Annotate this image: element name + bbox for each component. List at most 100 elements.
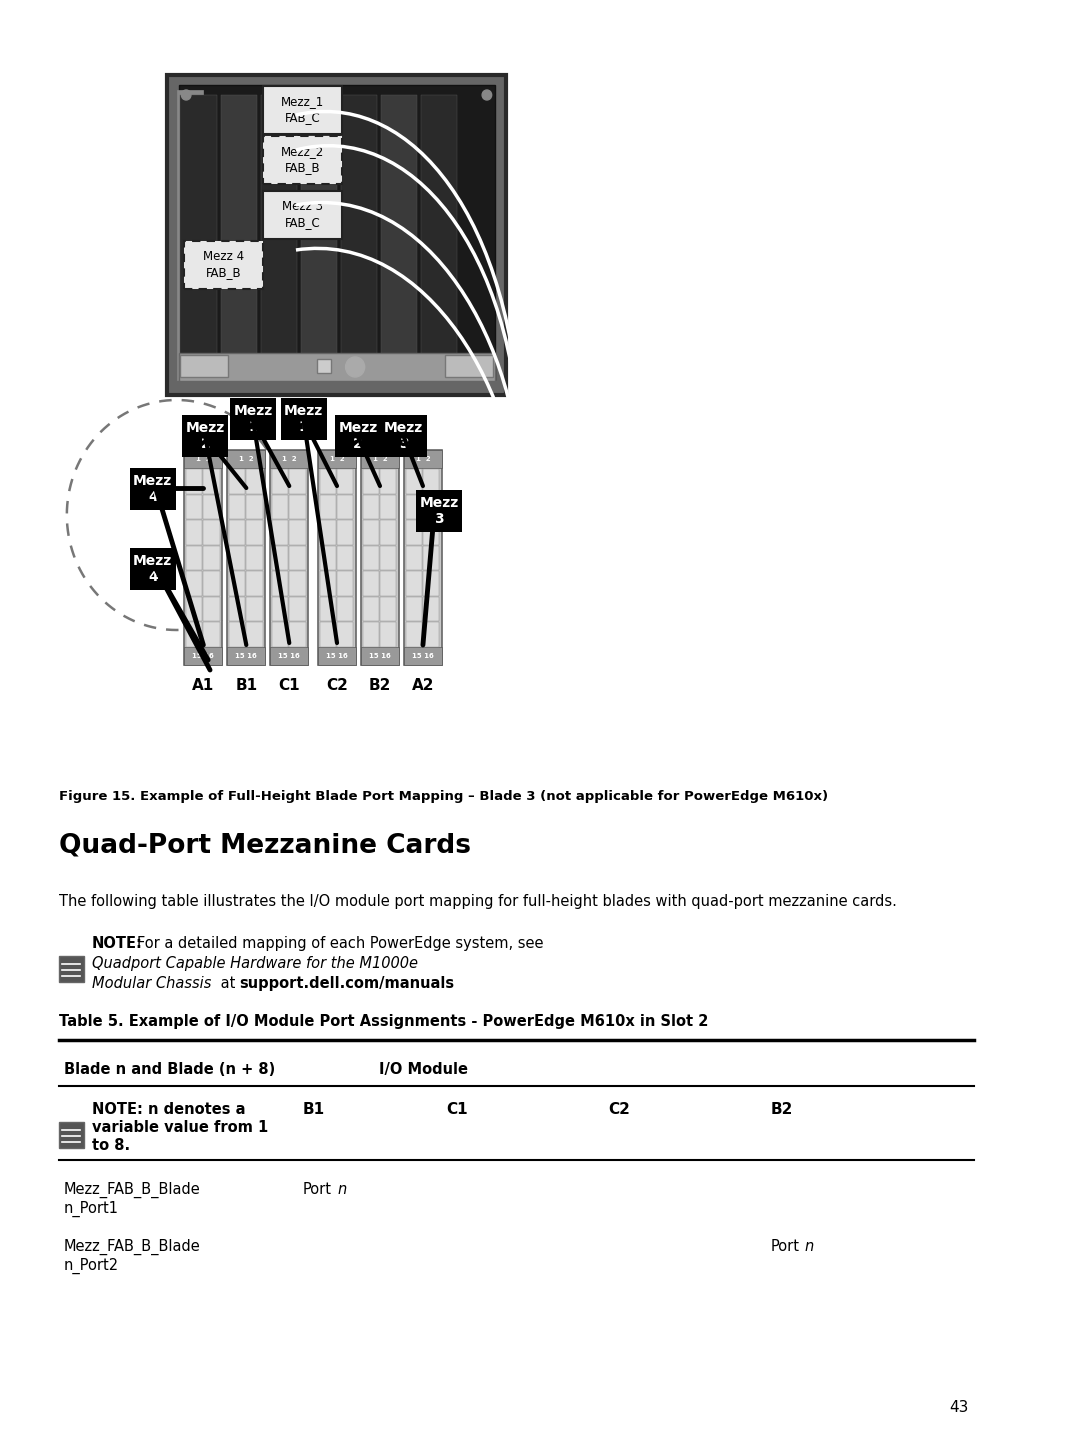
Bar — [337, 521, 353, 545]
Bar — [318, 647, 356, 665]
Text: Mezz
2: Mezz 2 — [338, 422, 378, 452]
FancyBboxPatch shape — [185, 241, 262, 290]
Bar — [230, 399, 275, 440]
Text: C2: C2 — [326, 677, 348, 693]
Text: Quad-Port Mezzanine Cards: Quad-Port Mezzanine Cards — [59, 832, 471, 858]
Bar — [289, 469, 306, 493]
Text: Table 5. Example of I/O Module Port Assignments - PowerEdge M610x in Slot 2: Table 5. Example of I/O Module Port Assi… — [59, 1014, 708, 1030]
Bar — [229, 622, 245, 647]
Bar — [341, 95, 377, 376]
Text: Mezz
3: Mezz 3 — [384, 422, 423, 452]
Bar — [381, 95, 417, 376]
Text: 15 16: 15 16 — [279, 652, 300, 660]
Bar — [59, 1121, 84, 1149]
FancyBboxPatch shape — [264, 86, 341, 133]
Bar — [186, 495, 202, 519]
Bar — [320, 521, 336, 545]
Bar — [320, 546, 336, 571]
Text: Mezz_FAB_B_Blade: Mezz_FAB_B_Blade — [64, 1239, 201, 1255]
Text: 15 16: 15 16 — [413, 652, 434, 660]
Bar — [421, 95, 457, 376]
Circle shape — [482, 90, 491, 100]
Text: Mezz
4: Mezz 4 — [133, 554, 173, 584]
Bar — [380, 597, 396, 621]
Bar — [186, 521, 202, 545]
Text: The following table illustrates the I/O module port mapping for full-height blad: The following table illustrates the I/O … — [59, 893, 897, 909]
Bar — [406, 622, 422, 647]
Bar — [180, 95, 217, 376]
Bar — [183, 414, 228, 457]
Text: 15 16: 15 16 — [326, 652, 348, 660]
Bar — [272, 597, 288, 621]
Text: 15 16: 15 16 — [369, 652, 391, 660]
Bar — [178, 85, 495, 380]
Bar — [445, 356, 492, 377]
Text: Mezz
1: Mezz 1 — [233, 404, 272, 435]
Text: NOTE: n denotes a: NOTE: n denotes a — [92, 1101, 245, 1117]
Bar — [363, 469, 379, 493]
Bar — [423, 469, 440, 493]
Text: Mezz 4
FAB_B: Mezz 4 FAB_B — [203, 251, 244, 280]
Bar — [363, 597, 379, 621]
Bar — [363, 495, 379, 519]
Text: For a detailed mapping of each PowerEdge system, see: For a detailed mapping of each PowerEdge… — [137, 936, 544, 951]
Text: Port: Port — [770, 1239, 799, 1253]
Bar — [423, 546, 440, 571]
Text: Mezz
1: Mezz 1 — [284, 404, 323, 435]
Bar — [363, 571, 379, 597]
Bar — [246, 571, 262, 597]
Circle shape — [181, 370, 191, 380]
Bar — [130, 548, 176, 589]
Bar — [380, 546, 396, 571]
Bar — [180, 356, 228, 377]
Bar — [130, 467, 176, 511]
Bar — [203, 571, 219, 597]
Text: 1  2: 1 2 — [282, 456, 297, 462]
Bar — [260, 95, 297, 376]
Bar — [380, 571, 396, 597]
Bar — [318, 450, 356, 665]
Bar — [270, 450, 309, 467]
Text: 1  2: 1 2 — [329, 456, 345, 462]
Text: A2: A2 — [411, 677, 434, 693]
Bar — [404, 450, 442, 467]
Bar — [246, 521, 262, 545]
Bar — [289, 571, 306, 597]
Text: n: n — [805, 1239, 814, 1253]
Bar — [363, 546, 379, 571]
Text: Mezz_1
FAB_C: Mezz_1 FAB_C — [281, 96, 324, 125]
Bar — [423, 597, 440, 621]
Bar — [320, 571, 336, 597]
Bar — [337, 546, 353, 571]
Bar — [272, 469, 288, 493]
Bar — [186, 597, 202, 621]
Bar — [270, 647, 309, 665]
Bar — [272, 521, 288, 545]
Bar — [337, 469, 353, 493]
Text: Mezz_2
FAB_B: Mezz_2 FAB_B — [281, 145, 324, 175]
Bar — [380, 622, 396, 647]
Text: 15 16: 15 16 — [192, 652, 214, 660]
Bar — [203, 521, 219, 545]
Bar — [361, 647, 400, 665]
Bar — [272, 546, 288, 571]
FancyBboxPatch shape — [264, 191, 341, 239]
Text: at: at — [216, 977, 240, 991]
Bar — [320, 622, 336, 647]
Bar — [337, 597, 353, 621]
Bar — [423, 622, 440, 647]
Bar — [406, 571, 422, 597]
Bar — [316, 358, 332, 373]
Bar — [229, 521, 245, 545]
Bar — [246, 622, 262, 647]
Text: I/O Module: I/O Module — [379, 1063, 468, 1077]
Text: variable value from 1: variable value from 1 — [92, 1120, 268, 1134]
Bar — [363, 521, 379, 545]
Text: C1: C1 — [279, 677, 300, 693]
Text: Mezz 3
FAB_C: Mezz 3 FAB_C — [282, 201, 323, 229]
Text: Mezz_FAB_B_Blade: Mezz_FAB_B_Blade — [64, 1182, 201, 1199]
Bar — [289, 521, 306, 545]
Bar — [229, 571, 245, 597]
Text: Port: Port — [302, 1182, 332, 1197]
Text: support.dell.com/manuals: support.dell.com/manuals — [240, 977, 455, 991]
